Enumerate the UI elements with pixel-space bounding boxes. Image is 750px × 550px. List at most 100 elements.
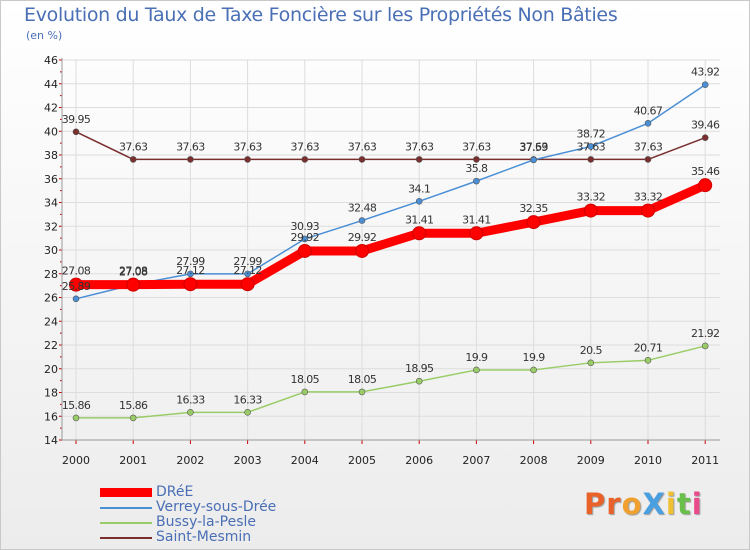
data-point-3-9 bbox=[587, 156, 595, 163]
x-tick-label-2009: 2009 bbox=[577, 454, 605, 467]
data-label-2-7: 19.9 bbox=[465, 351, 488, 364]
x-tick-label-2001: 2001 bbox=[119, 454, 147, 467]
data-point-1-3 bbox=[244, 270, 251, 278]
data-label-1-0: 25.89 bbox=[62, 280, 91, 293]
logo-letter: i bbox=[665, 487, 677, 521]
data-label-2-10: 20.71 bbox=[634, 341, 663, 354]
data-label-3-5: 37.63 bbox=[348, 140, 377, 153]
data-point-2-9 bbox=[587, 359, 595, 367]
data-point-2-1 bbox=[129, 414, 137, 422]
y-tick-label-46: 46 bbox=[44, 54, 58, 67]
y-tick-label-32: 32 bbox=[44, 220, 58, 233]
data-point-3-1 bbox=[129, 156, 137, 163]
x-tick-label-2004: 2004 bbox=[291, 454, 319, 467]
x-tick-label-2006: 2006 bbox=[405, 454, 433, 467]
y-tick-label-40: 40 bbox=[44, 125, 58, 138]
x-tick-label-2000: 2000 bbox=[62, 454, 90, 467]
data-point-2-4 bbox=[301, 388, 309, 396]
chart-axes: 14 16 18 20 22 24 26 28 30 32 34 36 38 40 42 44 46 2000 20… bbox=[44, 54, 720, 467]
data-label-2-0: 15.86 bbox=[62, 399, 91, 412]
logo-letter: t bbox=[676, 487, 692, 521]
data-point-0-10 bbox=[641, 203, 655, 218]
data-label-2-3: 16.33 bbox=[233, 393, 262, 406]
series-line-2 bbox=[75, 345, 706, 419]
data-label-3-0: 39.95 bbox=[62, 113, 91, 126]
data-point-1-11 bbox=[701, 81, 709, 88]
data-label-1-2: 27.99 bbox=[176, 255, 205, 268]
y-tick-label-14: 14 bbox=[44, 434, 58, 447]
data-point-1-7 bbox=[473, 177, 480, 185]
data-label-3-6: 37.63 bbox=[405, 140, 434, 153]
y-tick-label-16: 16 bbox=[44, 410, 58, 423]
chart-grid bbox=[62, 59, 720, 440]
data-label-1-6: 34.1 bbox=[408, 182, 430, 195]
data-point-2-5 bbox=[358, 388, 366, 396]
data-label-1-1: 27.08 bbox=[119, 266, 148, 279]
chart-data-labels: 39.95 37.63 37.63 37.63 37.63 37.63 37.63 37.63… bbox=[62, 66, 721, 412]
data-label-2-8: 19.9 bbox=[523, 351, 546, 364]
data-label-0-8: 32.35 bbox=[519, 202, 548, 215]
data-point-1-0 bbox=[72, 295, 80, 303]
y-tick-label-22: 22 bbox=[44, 339, 58, 352]
legend-label-3: Saint-Mesmin bbox=[156, 529, 252, 545]
data-label-2-1: 15.86 bbox=[119, 399, 148, 412]
data-label-3-1: 37.63 bbox=[119, 140, 148, 153]
data-point-1-10 bbox=[644, 119, 652, 127]
data-label-2-4: 18.05 bbox=[291, 373, 320, 386]
data-point-3-11 bbox=[701, 134, 709, 141]
legend-item-3: Saint-Mesmin bbox=[100, 530, 276, 545]
y-tick-label-44: 44 bbox=[44, 78, 58, 91]
data-label-3-4: 37.63 bbox=[291, 140, 320, 153]
y-tick-label-30: 30 bbox=[44, 244, 58, 257]
data-label-1-9: 38.72 bbox=[577, 127, 606, 140]
legend-swatch-1 bbox=[100, 506, 152, 509]
data-point-0-8 bbox=[526, 215, 541, 230]
data-point-2-11 bbox=[701, 342, 709, 350]
legend-item-2: Bussy-la-Pesle bbox=[100, 515, 276, 530]
logo-letter: P bbox=[584, 487, 607, 521]
data-label-0-1: 27.08 bbox=[119, 265, 148, 278]
x-tick-label-2010: 2010 bbox=[634, 454, 662, 467]
data-point-0-6 bbox=[412, 226, 427, 241]
data-point-0-5 bbox=[355, 243, 369, 258]
y-tick-label-42: 42 bbox=[44, 102, 58, 115]
legend-label-0: DRéE bbox=[156, 484, 194, 500]
logo-letter: r bbox=[606, 487, 622, 521]
x-tick-label-2011: 2011 bbox=[691, 454, 719, 467]
y-tick-label-24: 24 bbox=[44, 315, 58, 328]
data-label-3-3: 37.63 bbox=[233, 140, 262, 153]
data-label-0-7: 31.41 bbox=[462, 213, 491, 226]
y-tick-label-18: 18 bbox=[44, 387, 58, 400]
data-point-2-10 bbox=[644, 357, 652, 364]
data-label-3-11: 39.46 bbox=[691, 119, 720, 132]
proxiti-logo: ProXiti bbox=[584, 487, 703, 521]
data-point-0-4 bbox=[297, 243, 312, 258]
data-point-1-5 bbox=[358, 217, 366, 224]
data-point-3-2 bbox=[187, 156, 194, 163]
data-point-0-2 bbox=[183, 277, 198, 292]
data-point-3-7 bbox=[473, 156, 480, 163]
x-tick-label-2008: 2008 bbox=[520, 454, 548, 467]
data-label-2-6: 18.95 bbox=[405, 362, 434, 375]
data-label-1-11: 43.92 bbox=[691, 66, 720, 79]
y-tick-label-20: 20 bbox=[44, 363, 58, 376]
data-label-3-7: 37.63 bbox=[462, 140, 491, 153]
data-label-3-8: 37.63 bbox=[519, 140, 548, 153]
legend-item-0: DRéE bbox=[100, 485, 276, 500]
data-point-0-9 bbox=[583, 203, 598, 218]
data-point-1-4 bbox=[301, 235, 309, 243]
data-point-3-3 bbox=[244, 156, 251, 163]
data-label-1-7: 35.8 bbox=[465, 162, 488, 175]
data-point-3-5 bbox=[358, 156, 366, 163]
data-label-0-4: 29.92 bbox=[291, 231, 320, 244]
data-point-1-6 bbox=[415, 198, 423, 205]
data-label-2-9: 20.5 bbox=[580, 344, 603, 357]
series-line-3 bbox=[75, 131, 706, 161]
y-tick-label-28: 28 bbox=[44, 268, 58, 281]
logo-letter: X bbox=[642, 487, 666, 521]
series-line-1 bbox=[75, 83, 706, 300]
data-point-2-7 bbox=[473, 366, 480, 374]
data-point-1-8 bbox=[530, 156, 537, 164]
